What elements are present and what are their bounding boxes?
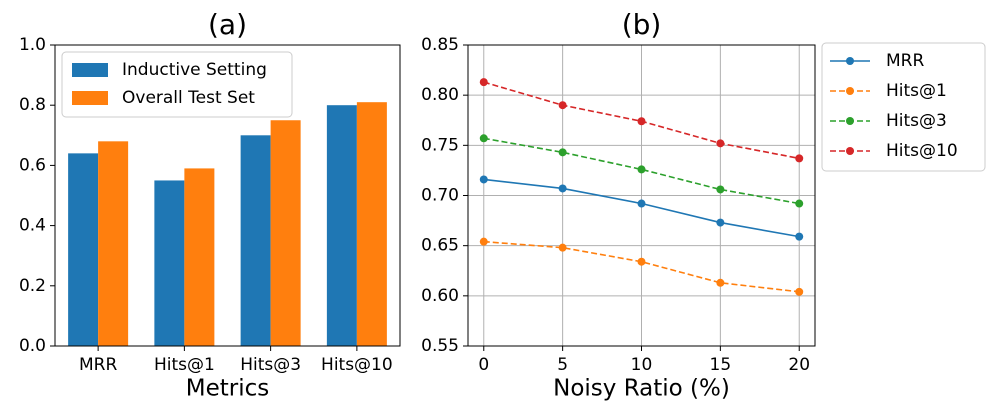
chart-title: (b) bbox=[622, 8, 662, 41]
legend-marker bbox=[846, 87, 854, 95]
point bbox=[558, 184, 567, 193]
point bbox=[795, 154, 804, 163]
x-axis-label: Metrics bbox=[186, 376, 270, 402]
x-tick-label: Hits@10 bbox=[321, 355, 393, 375]
y-tick-label: 0.70 bbox=[421, 186, 459, 206]
point bbox=[716, 218, 725, 227]
legend-label: Inductive Setting bbox=[122, 60, 267, 80]
point bbox=[795, 232, 804, 241]
point bbox=[716, 185, 725, 194]
bar bbox=[154, 180, 185, 346]
point bbox=[558, 243, 567, 252]
bar bbox=[68, 153, 99, 346]
legend-label: Hits@1 bbox=[886, 81, 947, 101]
legend-swatch bbox=[72, 63, 108, 77]
point bbox=[479, 134, 488, 143]
y-tick-label: 0.0 bbox=[19, 336, 46, 356]
point bbox=[795, 199, 804, 208]
bar bbox=[98, 141, 129, 346]
y-tick-label: 0.75 bbox=[421, 135, 459, 155]
y-tick-label: 0.65 bbox=[421, 236, 459, 256]
legend-swatch bbox=[72, 91, 108, 105]
legend: MRR Hits@1 Hits@3 Hits@10 bbox=[821, 42, 986, 172]
point bbox=[637, 117, 646, 126]
y-tick-label: 0.85 bbox=[421, 35, 459, 55]
legend-marker bbox=[846, 117, 854, 125]
y-tick-label: 0.2 bbox=[19, 276, 46, 296]
point bbox=[558, 148, 567, 157]
x-tick-label: 10 bbox=[631, 355, 653, 375]
bar bbox=[184, 168, 215, 346]
x-tick-label: 5 bbox=[557, 355, 568, 375]
legend-label: Hits@3 bbox=[886, 111, 947, 131]
x-tick-label: 20 bbox=[788, 355, 810, 375]
bar bbox=[270, 120, 301, 346]
point bbox=[479, 237, 488, 246]
bar bbox=[240, 135, 271, 346]
y-tick-label: 0.4 bbox=[19, 216, 46, 236]
x-tick-label: 0 bbox=[478, 355, 489, 375]
point bbox=[716, 278, 725, 287]
bar bbox=[356, 102, 387, 346]
x-tick-label: MRR bbox=[79, 355, 117, 375]
x-axis-label: Noisy Ratio (%) bbox=[553, 376, 730, 402]
x-tick-label: Hits@1 bbox=[154, 355, 215, 375]
point bbox=[637, 257, 646, 266]
point bbox=[479, 78, 488, 87]
legend-label: MRR bbox=[886, 51, 924, 71]
point bbox=[795, 287, 804, 296]
legend-box bbox=[61, 51, 293, 118]
point bbox=[558, 101, 567, 110]
legend-box bbox=[821, 42, 986, 172]
y-tick-label: 1.0 bbox=[19, 35, 46, 55]
y-tick-label: 0.8 bbox=[19, 95, 46, 115]
point bbox=[479, 175, 488, 184]
x-tick-label: Hits@3 bbox=[240, 355, 301, 375]
axes-frame bbox=[467, 44, 816, 347]
y-tick-label: 0.55 bbox=[421, 336, 459, 356]
legend-label: Overall Test Set bbox=[122, 88, 255, 108]
y-tick-label: 0.6 bbox=[19, 155, 46, 175]
x-tick-label: 15 bbox=[710, 355, 732, 375]
chart-title: (a) bbox=[208, 8, 247, 41]
y-tick-label: 0.80 bbox=[421, 85, 459, 105]
point bbox=[637, 165, 646, 174]
legend: Inductive Setting Overall Test Set bbox=[61, 51, 293, 118]
bar bbox=[326, 105, 357, 346]
point bbox=[716, 139, 725, 148]
legend-marker bbox=[846, 147, 854, 155]
legend-marker bbox=[846, 57, 854, 65]
y-tick-label: 0.60 bbox=[421, 286, 459, 306]
legend-label: Hits@10 bbox=[886, 141, 958, 161]
axes-frame bbox=[54, 44, 401, 347]
point bbox=[637, 199, 646, 208]
